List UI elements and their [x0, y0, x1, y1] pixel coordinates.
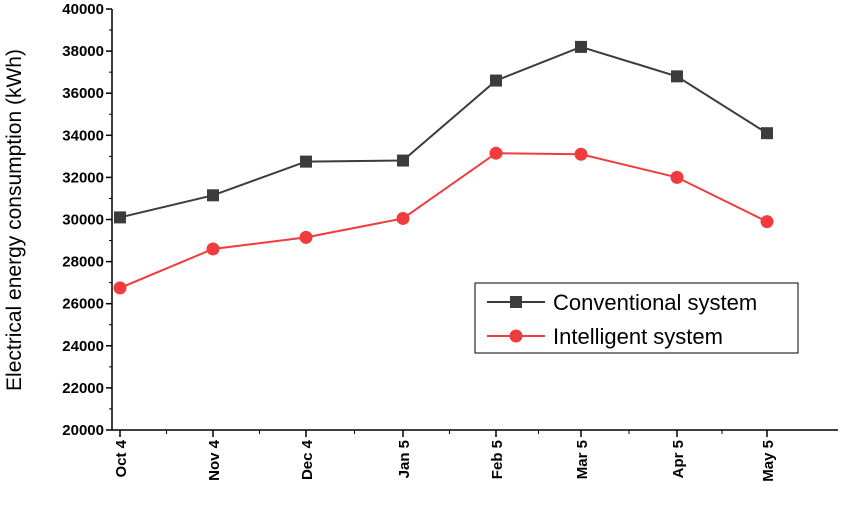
legend: Conventional system Intelligent system	[474, 282, 799, 354]
data-point-conventional	[114, 211, 126, 224]
data-point-intelligent	[760, 215, 774, 229]
x-tick-label: Mar 5	[574, 440, 591, 479]
y-tick-label: 34000	[62, 127, 104, 144]
data-point-intelligent	[206, 242, 220, 256]
y-axis-title: Electrical energy consumption (kWh)	[3, 49, 26, 391]
data-point-conventional	[671, 70, 683, 83]
data-point-conventional	[575, 40, 587, 53]
x-tick-label: Nov 4	[206, 439, 223, 481]
y-tick-label: 26000	[62, 296, 104, 313]
legend-box	[474, 282, 799, 354]
y-tick-label: 38000	[62, 43, 104, 60]
y-tick-label: 32000	[62, 169, 104, 186]
y-axis-ticks: 20000 22000 24000 26000 28000 30000 32000 34000…	[62, 1, 112, 439]
data-point-intelligent	[299, 230, 313, 244]
legend-label-intelligent: Intelligent system	[553, 324, 723, 349]
x-tick-label: Oct 4	[113, 439, 130, 477]
y-tick-label: 40000	[62, 1, 104, 18]
y-tick-label: 30000	[62, 212, 104, 229]
y-tick-label: 22000	[62, 380, 104, 397]
data-point-conventional	[397, 154, 409, 167]
y-tick-label: 28000	[62, 254, 104, 271]
y-tick-label: 24000	[62, 338, 104, 355]
y-tick-label: 36000	[62, 85, 104, 102]
series-group	[113, 40, 774, 295]
x-tick-label: Feb 5	[489, 440, 506, 479]
axes	[111, 9, 838, 431]
data-point-intelligent	[396, 211, 410, 225]
series-line-conventional	[119, 45, 768, 219]
x-axis-ticks: Oct 4 Nov 4 Dec 4 Jan 5 Feb 5 Mar 5 Apr 5 May 5	[113, 430, 777, 482]
y-tick-label: 20000	[62, 422, 104, 439]
data-point-conventional	[490, 74, 502, 87]
x-tick-label: Dec 4	[299, 439, 316, 480]
legend-marker-intelligent	[509, 329, 523, 343]
x-tick-label: May 5	[760, 440, 777, 482]
data-point-conventional	[300, 155, 312, 168]
data-point-intelligent	[489, 146, 503, 160]
data-point-conventional	[761, 127, 773, 140]
x-tick-label: Jan 5	[396, 440, 413, 478]
data-point-conventional	[207, 189, 219, 202]
data-point-intelligent	[670, 170, 684, 184]
data-point-intelligent	[574, 147, 588, 161]
legend-label-conventional: Conventional system	[553, 290, 757, 315]
data-point-intelligent	[113, 281, 127, 295]
legend-marker-conventional	[510, 296, 522, 308]
series-line-intelligent	[119, 152, 768, 289]
x-tick-label: Apr 5	[670, 440, 687, 478]
